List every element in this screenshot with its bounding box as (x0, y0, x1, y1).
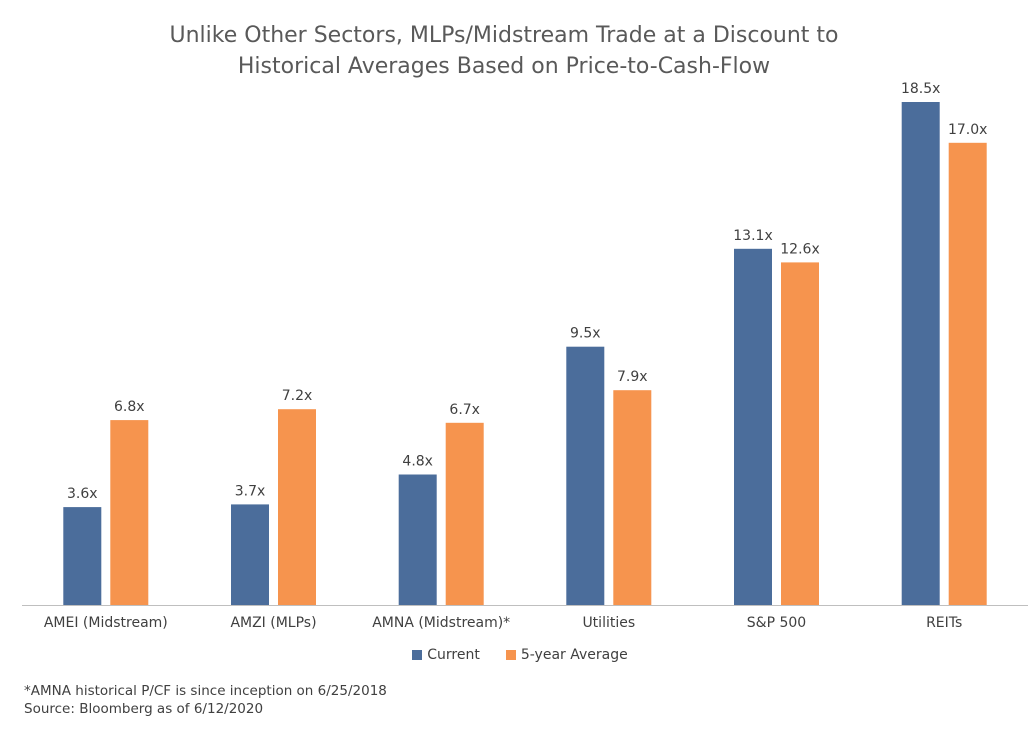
category-label-utilities: Utilities (582, 615, 635, 631)
bar-5-year-average-reits (948, 142, 987, 606)
category-label-reits: REITs (926, 615, 962, 631)
bar-current-reits (901, 102, 940, 605)
legend-label-current: Current (427, 647, 480, 663)
data-label-current-amei-midstream: 3.6x (67, 486, 98, 502)
bar-5-year-average-amzi-mlps (278, 409, 316, 605)
chart-legend: Current 5-year Average (0, 647, 1033, 663)
footnotes: *AMNA historical P/CF is since inception… (24, 682, 387, 718)
bar-current-amzi-mlps (231, 504, 269, 605)
legend-swatch-5-year-average (505, 650, 516, 660)
bar-current-amei-midstream (63, 507, 102, 605)
chart-title: Unlike Other Sectors, MLPs/Midstream Tra… (0, 20, 1008, 82)
legend-item-5-year-average: 5-year Average (505, 647, 628, 663)
data-label-5-year-average-reits: 17.0x (948, 122, 987, 138)
bar-5-year-average-utilities (613, 390, 652, 605)
data-label-5-year-average-amzi-mlps: 7.2x (282, 388, 313, 404)
data-label-5-year-average-utilities: 7.9x (617, 369, 648, 385)
data-label-5-year-average-s-p-500: 12.6x (780, 241, 819, 257)
legend-label-5-year-average: 5-year Average (520, 647, 628, 663)
bar-current-s-p-500 (734, 248, 772, 606)
bar-current-amna-midstream (398, 474, 437, 605)
bar-current-utilities (566, 346, 605, 605)
footnote-inception: *AMNA historical P/CF is since inception… (24, 683, 387, 699)
category-label-s-p-500: S&P 500 (747, 615, 806, 631)
bar-5-year-average-amna-midstream (445, 422, 484, 605)
bar-5-year-average-amei-midstream (110, 420, 149, 605)
legend-swatch-current (412, 650, 423, 660)
category-label-amei-midstream: AMEI (Midstream) (44, 615, 168, 631)
data-label-5-year-average-amna-midstream: 6.7x (449, 402, 480, 418)
category-label-amzi-mlps: AMZI (MLPs) (230, 615, 316, 631)
data-label-current-amna-midstream: 4.8x (402, 454, 433, 470)
data-label-current-reits: 18.5x (901, 81, 940, 97)
data-label-current-s-p-500: 13.1x (733, 228, 772, 244)
bar-chart: 3.6x 6.8x AMEI (Midstream) 3.7x 7.2x AMZI (ML… (22, 81, 1028, 631)
data-label-5-year-average-amei-midstream: 6.8x (114, 399, 145, 415)
chart-title-line-1: Unlike Other Sectors, MLPs/Midstream Tra… (169, 23, 839, 48)
data-label-current-utilities: 9.5x (570, 326, 601, 342)
bar-5-year-average-s-p-500 (781, 262, 819, 605)
data-label-current-amzi-mlps: 3.7x (235, 483, 266, 499)
legend-item-current: Current (412, 647, 480, 663)
chart-title-line-2: Historical Averages Based on Price-to-Ca… (237, 54, 771, 79)
category-label-amna-midstream: AMNA (Midstream)* (372, 615, 510, 631)
footnote-source: Source: Bloomberg as of 6/12/2020 (24, 701, 264, 717)
